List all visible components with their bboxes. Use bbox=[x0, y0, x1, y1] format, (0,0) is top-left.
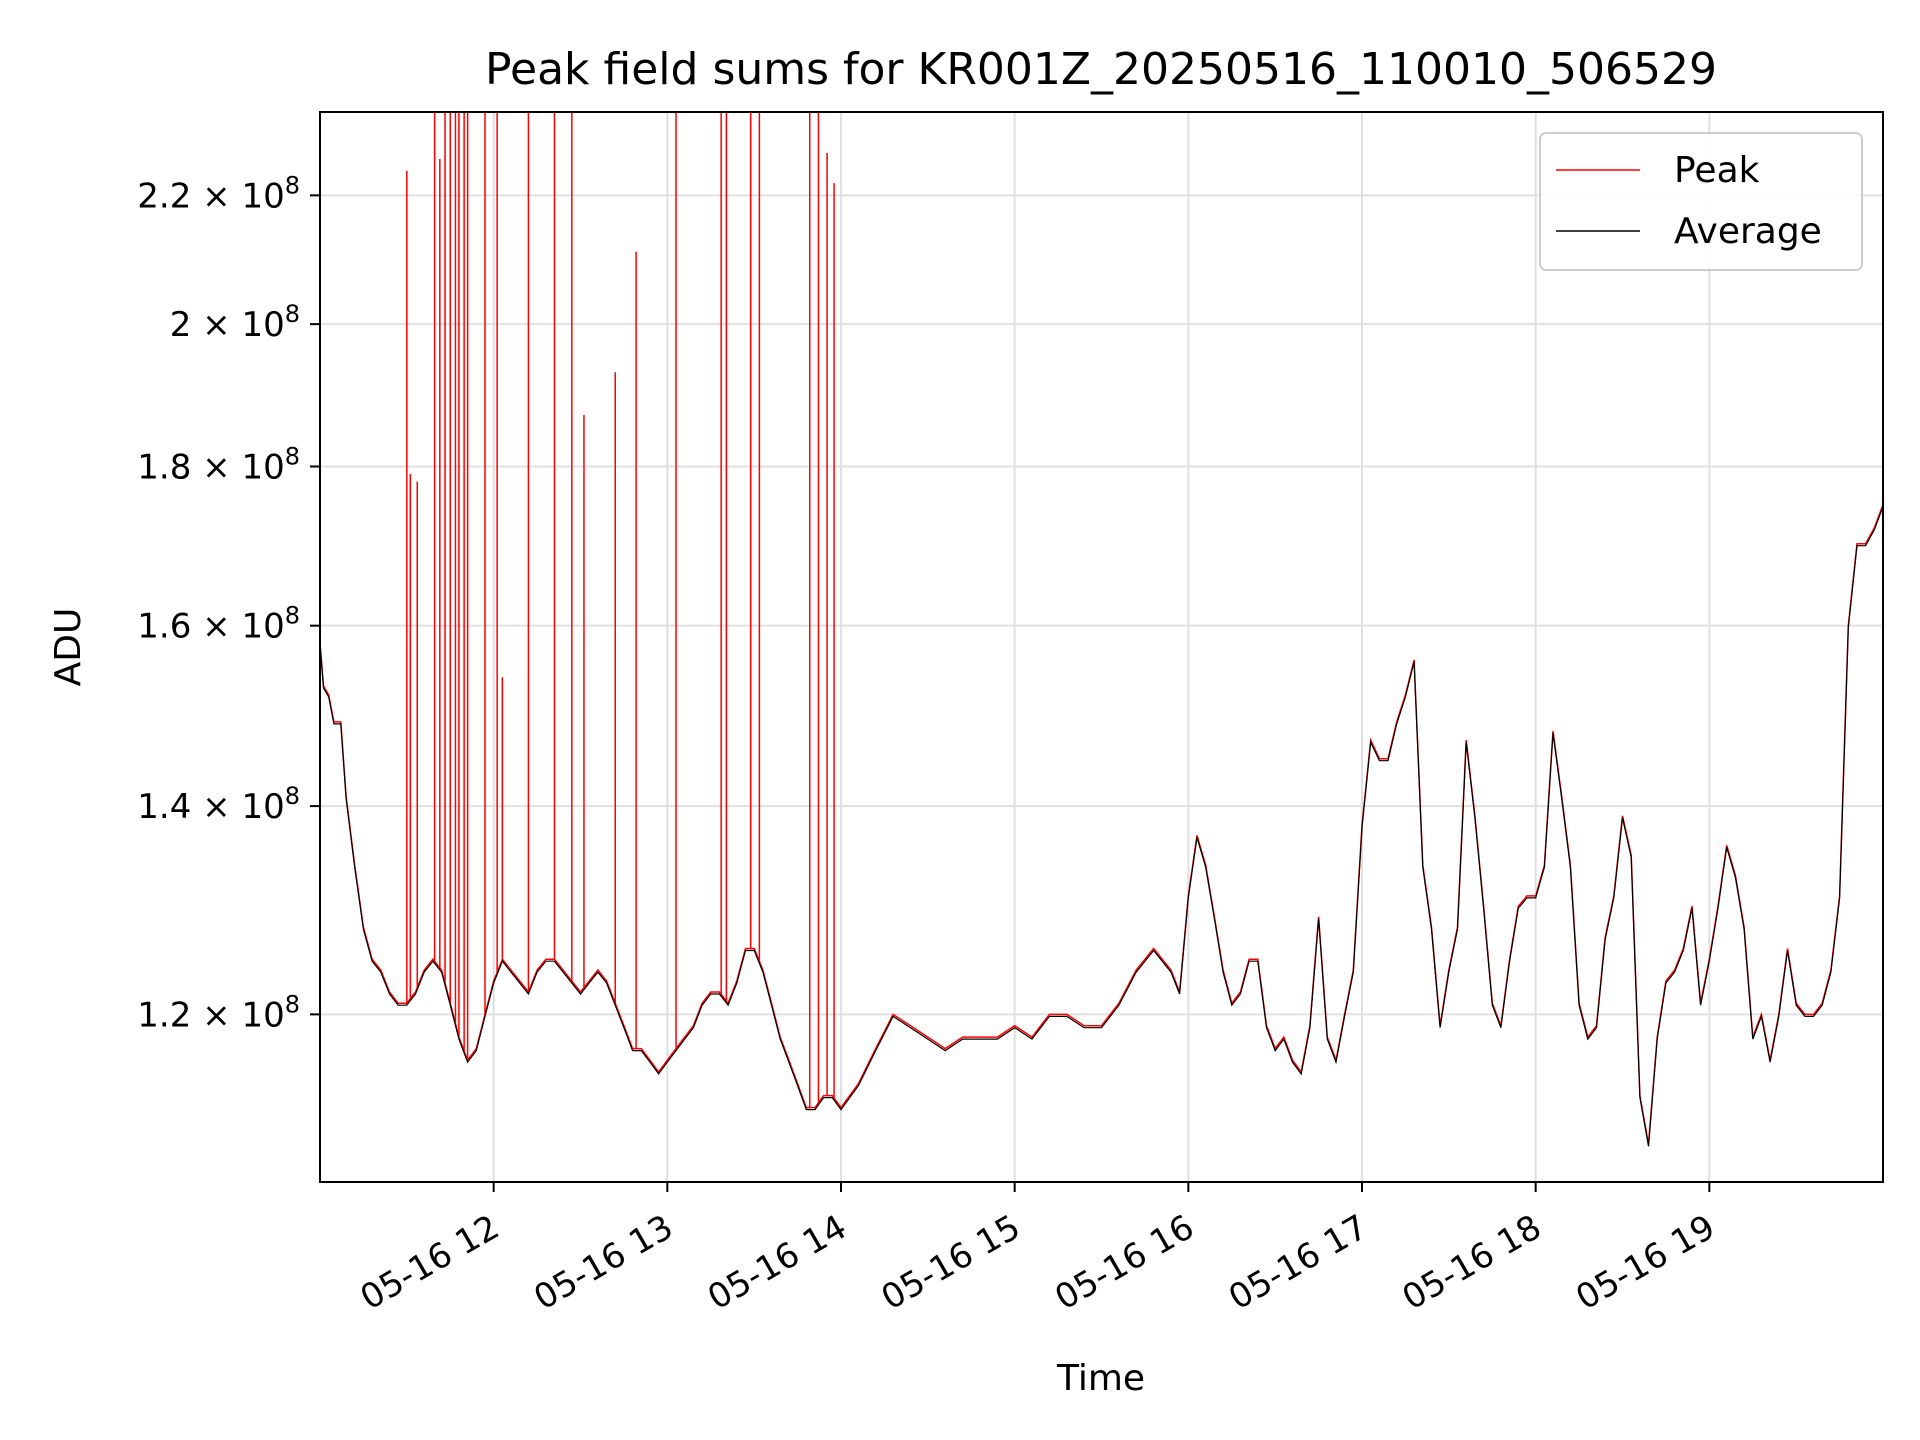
x-axis-title: Time bbox=[1056, 1358, 1145, 1399]
grid-lines bbox=[320, 112, 1883, 1182]
y-tick-label: 1.2 × 108 bbox=[137, 990, 300, 1035]
y-axis-title: ADU bbox=[48, 608, 89, 687]
y-tick-label: 1.4 × 108 bbox=[137, 782, 300, 827]
y-tick-label: 2 × 108 bbox=[170, 300, 300, 345]
y-tick-label: 1.6 × 108 bbox=[137, 602, 300, 647]
legend: Peak Average bbox=[1539, 132, 1863, 271]
legend-label-average: Average bbox=[1674, 211, 1822, 252]
series-layer bbox=[319, 112, 1884, 1147]
plot-frame bbox=[319, 111, 1884, 1183]
y-tick-label: 1.8 × 108 bbox=[137, 443, 300, 488]
chart-title: Peak field sums for KR001Z_20250516_1100… bbox=[485, 44, 1717, 95]
y-tick-label: 2.2 × 108 bbox=[137, 171, 300, 216]
y-axis-ticks: 1.2 × 108 1.4 × 108 1.6 × 108 1.8 × 108 2 × … bbox=[137, 171, 320, 1035]
legend-label-peak: Peak bbox=[1674, 150, 1760, 191]
series-line-average bbox=[319, 506, 1884, 1147]
legend-box bbox=[1539, 132, 1863, 271]
